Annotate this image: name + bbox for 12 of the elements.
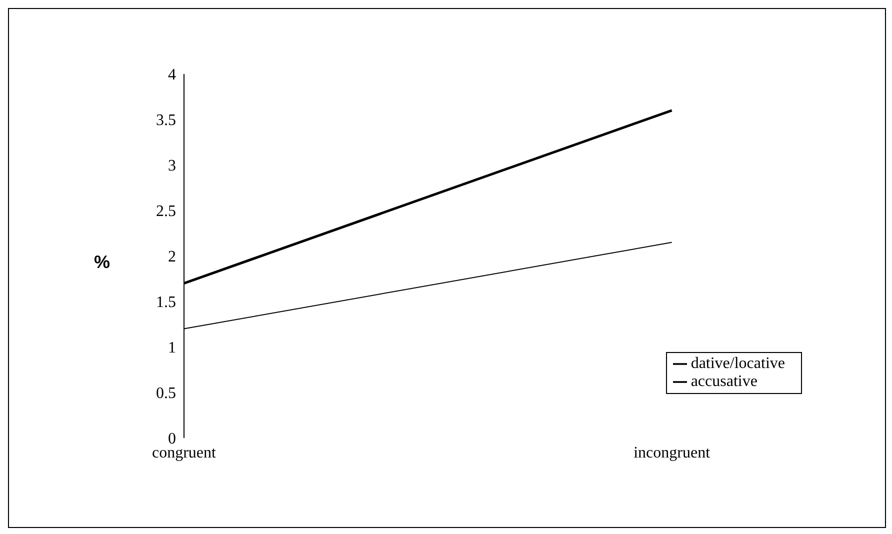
y-tick-label: 2.5 (156, 203, 176, 220)
legend-label: dative/locative (690, 355, 785, 372)
y-tick-label: 0.5 (156, 385, 176, 402)
y-tick-label: 4 (168, 66, 176, 84)
y-tick-label: 3.5 (156, 112, 176, 130)
x-tick-label: incongruent (634, 444, 711, 462)
y-tick-label: 2 (168, 248, 176, 266)
y-tick-label: 1.5 (156, 294, 176, 312)
y-tick-label: 1 (168, 340, 176, 357)
y-axis-title: % (94, 252, 110, 273)
legend-label: accusative (690, 373, 758, 390)
y-tick-label: 3 (168, 158, 176, 175)
